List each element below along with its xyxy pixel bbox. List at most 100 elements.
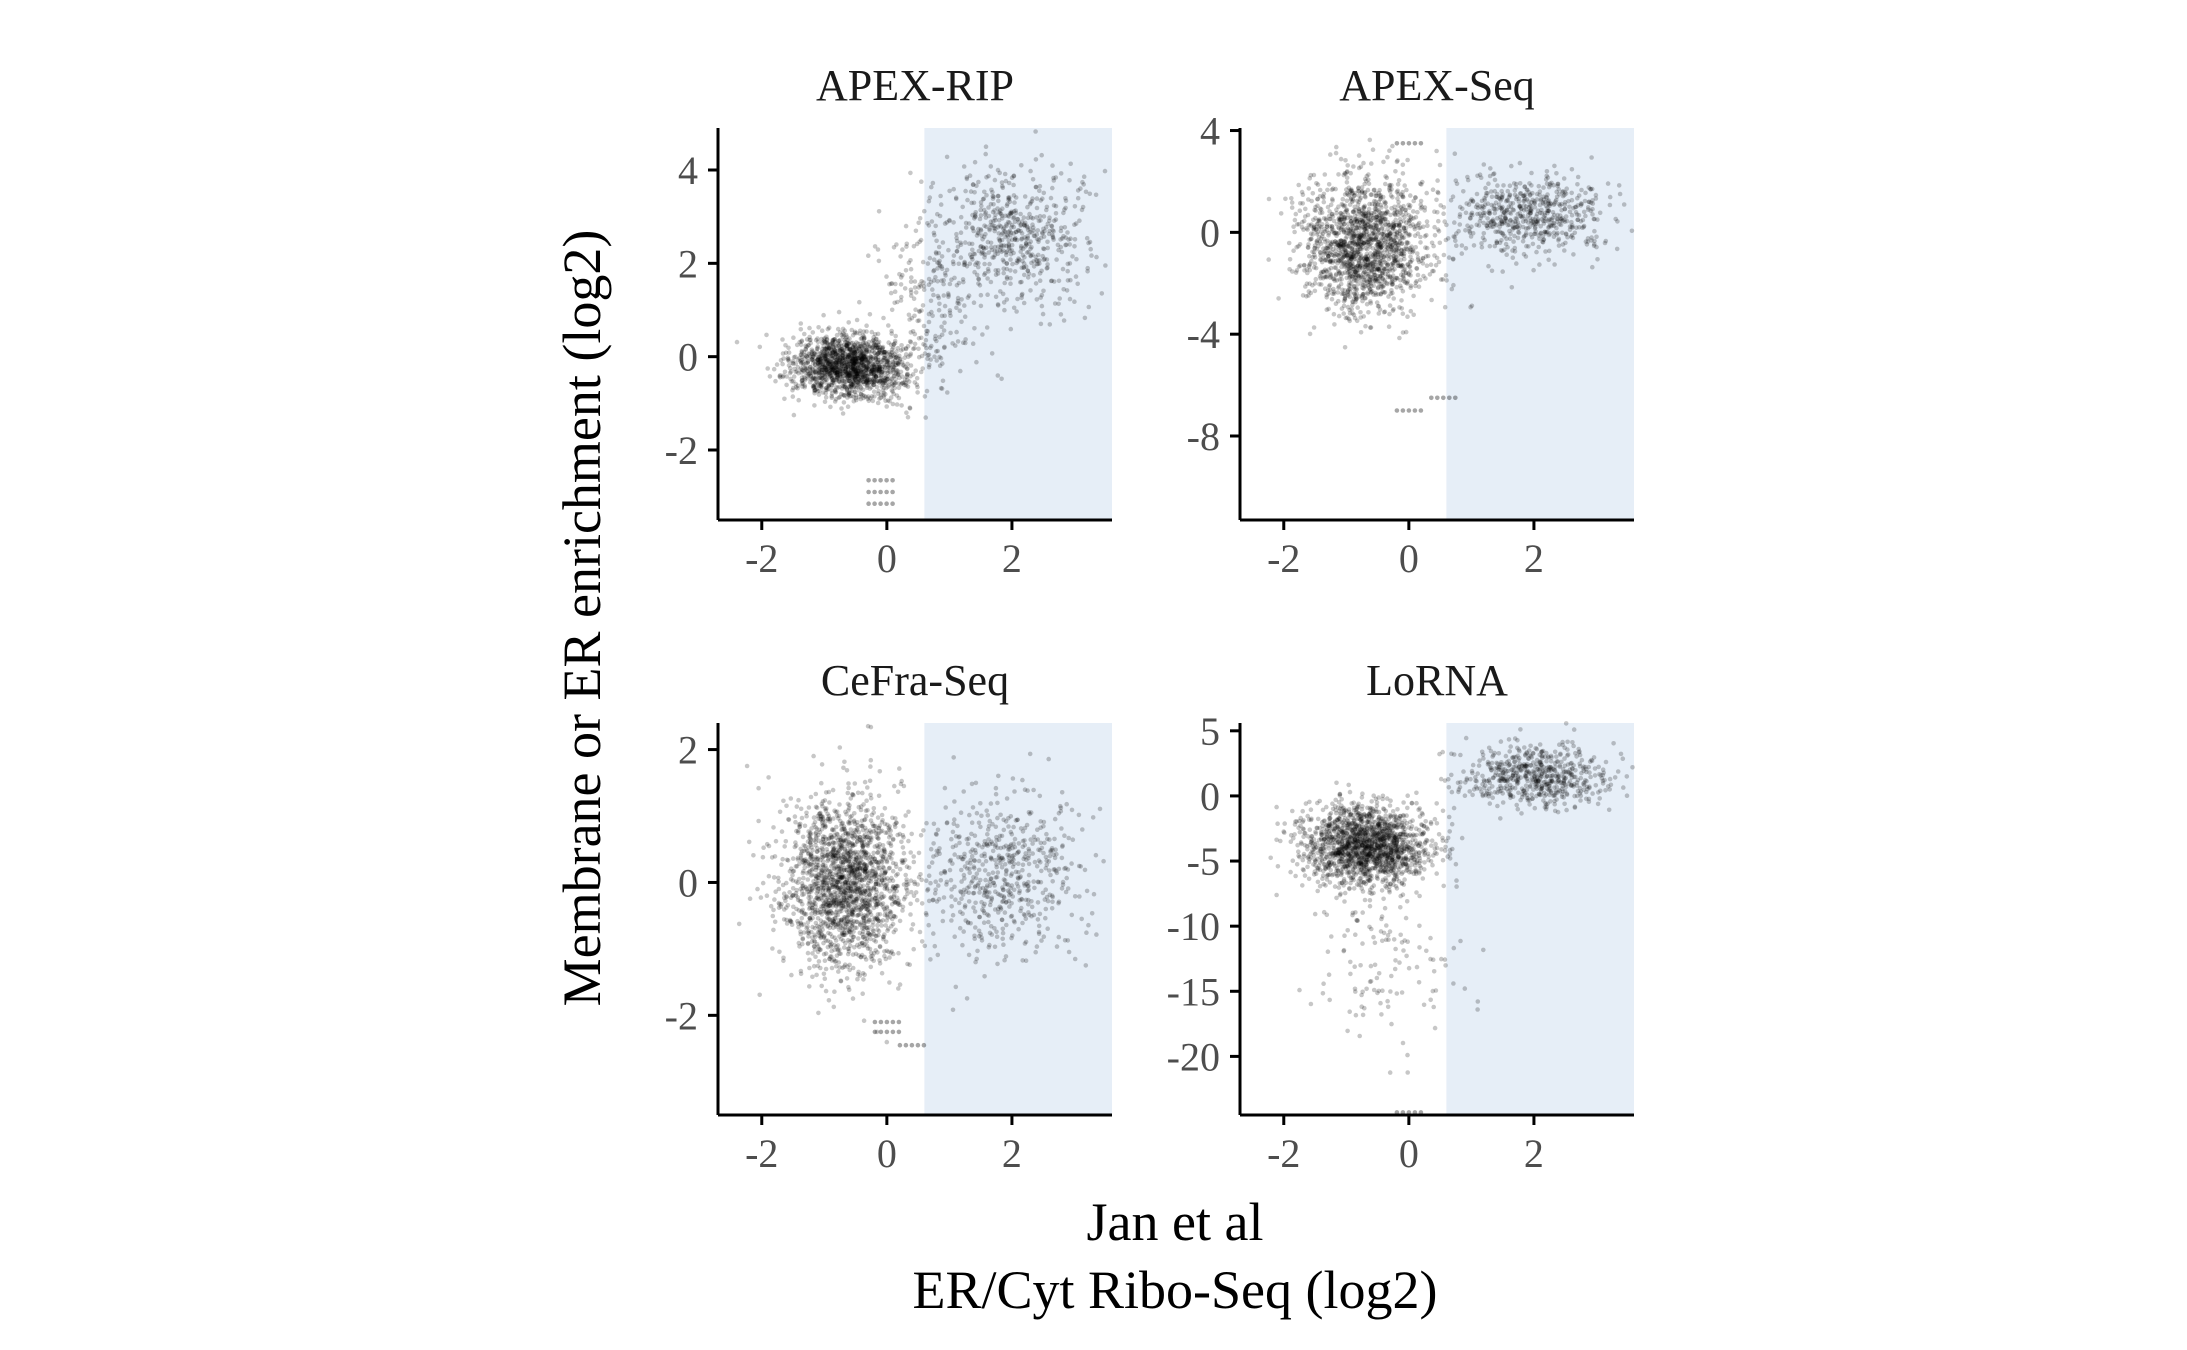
scatter-point [1555,230,1560,236]
scatter-point [1041,190,1047,196]
scatter-point [1299,189,1305,195]
scatter-point [1595,257,1600,262]
scatter-point [1008,257,1013,262]
scatter-point [1336,230,1342,236]
scatter-point [846,371,852,377]
scatter-point [871,380,876,385]
scatter-point [1070,254,1075,259]
scatter-point [915,318,920,324]
scatter-point [840,411,846,416]
scatter-point [1346,231,1352,236]
scatter-point [908,330,914,335]
scatter-point [1351,264,1356,270]
scatter-point [798,321,804,326]
scatter-point [1614,246,1620,252]
scatter-point [1492,177,1498,183]
scatter-point [1331,291,1337,296]
scatter-point [1060,266,1066,272]
scatter-point [1629,228,1635,234]
scatter-point [1534,214,1539,219]
scatter-point [1349,246,1354,251]
scatter-point [917,216,923,221]
scatter-point [925,221,930,226]
scatter-point [913,228,919,234]
scatter-point [1033,129,1038,134]
scatter-point [1064,288,1070,293]
scatter-point [885,384,891,390]
scatter-point [871,341,876,346]
scatter-point [1002,307,1007,313]
scatter-point [878,489,883,495]
scatter-point [854,397,859,403]
scatter-point [830,367,835,373]
scatter-point [891,380,897,385]
scatter-point [827,374,832,380]
scatter-point [832,350,837,356]
scatter-point [1560,242,1566,247]
scatter-point [1325,187,1330,193]
scatter-point [1450,256,1456,262]
scatter-point [872,332,878,337]
scatter-point [1067,178,1072,183]
scatter-point [865,377,871,382]
scatter-point [835,371,840,376]
scatter-point [866,253,871,258]
scatter-point [869,376,875,382]
scatter-point [958,368,963,374]
scatter-point [937,258,942,264]
scatter-point [1292,229,1297,235]
scatter-point [936,244,942,250]
scatter-point [872,339,877,344]
scatter-point [1340,271,1345,276]
scatter-point [1065,268,1070,274]
scatter-point [1387,303,1393,308]
scatter-point [840,352,845,358]
scatter-point [963,188,968,194]
scatter-point [845,353,850,358]
scatter-point [843,366,849,371]
scatter-point [827,351,833,356]
scatter-point [1304,281,1310,287]
scatter-point [832,348,837,354]
scatter-point [823,346,828,352]
scatter-point [1362,274,1367,280]
scatter-point [1370,230,1376,236]
scatter-point [1387,189,1393,194]
scatter-point [1381,254,1387,260]
scatter-point [1022,194,1028,199]
scatter-point [1019,245,1024,251]
scatter-point [811,350,817,356]
scatter-point [803,367,808,373]
scatter-point [872,478,877,483]
scatter-point [824,346,830,351]
scatter-point [866,339,872,345]
scatter-point [1475,173,1480,179]
scatter-point [1394,245,1399,251]
scatter-point [978,292,984,298]
scatter-point [1391,238,1397,243]
scatter-point [827,365,832,370]
scatter-point [1312,288,1318,294]
scatter-point [903,383,909,388]
scatter-point [886,369,892,374]
scatter-point [1306,186,1312,191]
scatter-point [804,337,810,342]
scatter-point [1500,221,1505,227]
scatter-point [1394,189,1400,195]
scatter-point [1072,244,1077,249]
scatter-point [1406,408,1412,413]
scatter-point [786,345,791,351]
scatter-point [1597,210,1603,216]
scatter-point [843,336,848,341]
scatter-point [985,276,990,281]
scatter-point [1045,262,1050,267]
scatter-point [1400,194,1405,200]
scatter-point [1513,185,1519,190]
scatter-point [1509,285,1515,290]
scatter-point [1500,269,1505,274]
panel-apex-seq: APEX-Seq-2 0 2-8-404 [1187,61,1635,581]
scatter-point [1436,218,1441,224]
scatter-point [858,396,864,402]
scatter-point [983,151,988,157]
scatter-point [804,344,810,350]
